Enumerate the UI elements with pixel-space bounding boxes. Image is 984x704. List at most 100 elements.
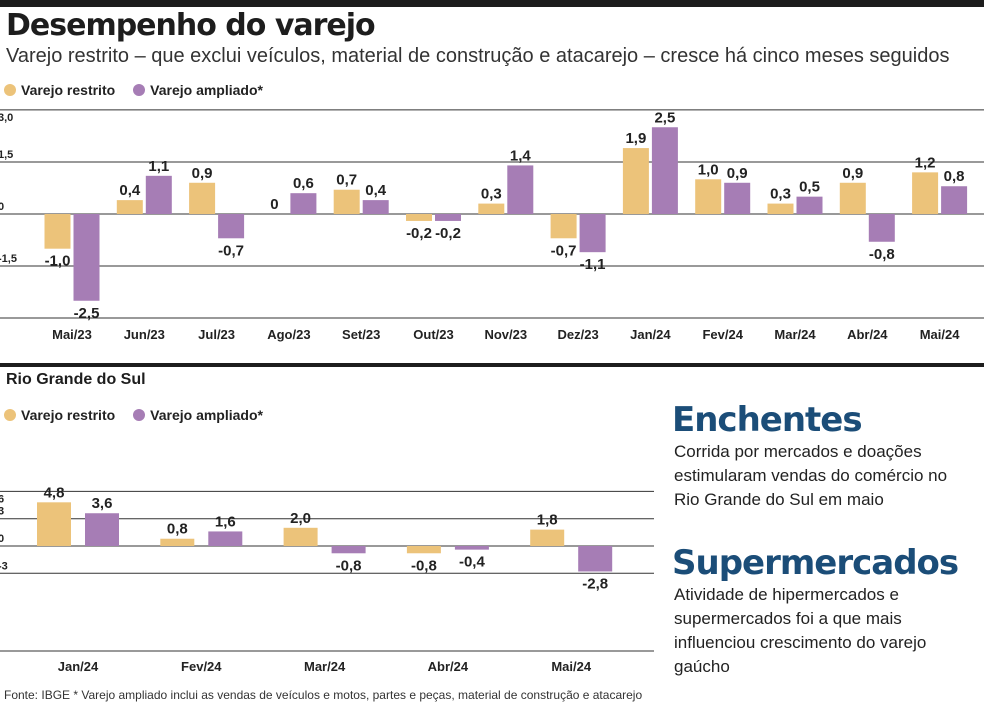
section-divider — [0, 363, 984, 367]
chart2-ytick-label: 0 — [0, 533, 4, 545]
chart1-data-label: -0,8 — [869, 246, 895, 263]
chart2-ytick-label: -3 — [0, 560, 8, 572]
chart1-bar-restrito — [44, 214, 71, 249]
chart2-data-label: 1,6 — [215, 513, 236, 530]
chart1-bar-restrito — [189, 182, 216, 214]
chart1-bar-restrito — [116, 200, 143, 214]
chart1-bar-ampliado — [651, 127, 678, 214]
chart2-bar-ampliado — [331, 546, 366, 554]
legend-swatch-ampliado-rs — [133, 409, 146, 421]
chart1-bar-ampliado — [73, 214, 100, 301]
chart2-data-label: 4,8 — [44, 484, 65, 501]
chart1-data-label: -0,2 — [406, 225, 432, 242]
section2-title: Rio Grande do Sul — [6, 371, 146, 388]
chart1-bar-ampliado — [724, 182, 751, 214]
chart2-bar-ampliado — [208, 531, 243, 546]
chart2-data-label: -0,8 — [411, 557, 437, 574]
legend-item-restrito: Varejo restrito — [4, 82, 115, 98]
chart1-data-label: 2,5 — [654, 109, 675, 126]
chart2-data-label: -0,4 — [459, 554, 486, 571]
chart1-category-label: Ago/23 — [267, 327, 310, 342]
legend-swatch-ampliado — [133, 84, 146, 96]
chart1-bar-restrito — [912, 172, 939, 214]
chart1-category-label: Out/23 — [413, 327, 453, 342]
chart1-bar-restrito — [695, 179, 722, 214]
chart2-bar-restrito — [283, 527, 318, 546]
chart2-bar-ampliado — [85, 513, 119, 546]
chart1-bar-ampliado — [435, 214, 461, 221]
chart1-data-label: 1,0 — [698, 161, 719, 178]
legend-label-restrito-rs: Varejo restrito — [21, 407, 116, 423]
chart-national: 3,0 1,5 0 -1,5 -1,0 -2,5 Mai/23 0,4 1,1 Jun/23 0,9… — [0, 109, 984, 342]
chart2-ytick-label: 6 — [0, 493, 4, 505]
chart2-category-label: Jan/24 — [58, 659, 99, 674]
legend-swatch-restrito-rs — [4, 409, 16, 421]
chart1-bar-restrito — [478, 203, 505, 214]
chart1-bar-ampliado — [507, 165, 534, 214]
chart1-ytick-label: 0 — [0, 201, 4, 213]
chart1-category-label: Fev/24 — [702, 327, 743, 342]
chart1-category-label: Nov/23 — [484, 327, 527, 342]
chart1-data-label: 0,4 — [365, 182, 387, 199]
chart2-bar-restrito — [530, 529, 565, 546]
chart2-category-label: Mar/24 — [304, 659, 346, 674]
chart1-data-label: -1,0 — [45, 253, 71, 270]
chart1-category-label: Abr/24 — [847, 327, 888, 342]
chart1-bar-restrito — [767, 203, 794, 214]
chart1-bar-restrito — [550, 214, 577, 239]
chart1-bar-ampliado — [145, 175, 172, 214]
chart1-data-label: -1,1 — [580, 256, 606, 273]
chart1-data-label: -0,2 — [435, 225, 461, 242]
chart2-category-label: Mai/24 — [551, 659, 592, 674]
chart1-data-label: 0,9 — [842, 165, 863, 182]
chart2-data-label: 2,0 — [290, 510, 311, 527]
aside-heading-supermercados: Supermercados — [672, 543, 959, 583]
chart2-category-label: Fev/24 — [181, 659, 222, 674]
chart1-data-label: 0,3 — [770, 186, 791, 203]
chart1-bar-ampliado — [362, 200, 389, 214]
chart1-bar-restrito — [406, 214, 432, 221]
aside-text-supermercados: Atividade de hipermercados e supermercad… — [674, 585, 927, 676]
chart1-data-label: -0,7 — [218, 242, 244, 259]
chart2-data-label: -2,8 — [582, 575, 608, 592]
chart1-data-label: 1,1 — [148, 158, 169, 175]
chart1-category-label: Dez/23 — [557, 327, 598, 342]
chart2-data-label: 0,8 — [167, 521, 188, 538]
chart1-bar-restrito — [622, 148, 649, 214]
chart1-category-label: Jul/23 — [198, 327, 235, 342]
chart1-category-label: Set/23 — [342, 327, 380, 342]
chart1-bar-ampliado — [579, 214, 606, 253]
aside-text-enchentes: Corrida por mercados e doações estimular… — [674, 442, 948, 509]
chart1-category-label: Jun/23 — [124, 327, 165, 342]
chart1-data-label: 1,9 — [625, 130, 646, 147]
chart1-data-label: 0,6 — [293, 175, 314, 192]
chart1-data-label: 0,4 — [119, 182, 141, 199]
legend-top: Varejo restrito Varejo ampliado* — [4, 82, 281, 98]
chart2-bar-ampliado — [454, 546, 489, 550]
chart1-category-label: Mai/24 — [920, 327, 961, 342]
chart1-data-label: 0,7 — [336, 172, 357, 189]
page-subtitle: Varejo restrito – que exclui veículos, m… — [6, 45, 950, 67]
chart1-data-label: 0,8 — [944, 168, 965, 185]
chart1-bar-ampliado — [218, 214, 245, 239]
legend-label-ampliado: Varejo ampliado* — [150, 82, 263, 98]
chart1-bar-restrito — [333, 189, 360, 214]
chart1-data-label: 0,5 — [799, 179, 820, 196]
chart1-ytick-label: 3,0 — [0, 112, 13, 124]
chart1-data-label: 0,9 — [727, 165, 748, 182]
chart1-bar-restrito — [839, 182, 866, 214]
chart2-bar-restrito — [406, 546, 441, 554]
chart1-bar-ampliado — [868, 214, 895, 242]
chart2-bar-ampliado — [578, 546, 613, 572]
chart1-data-label: 0 — [270, 196, 278, 213]
source-note: Fonte: IBGE * Varejo ampliado inclui as … — [4, 688, 643, 702]
chart1-category-label: Mai/23 — [52, 327, 92, 342]
chart1-bar-ampliado — [290, 193, 317, 214]
chart1-ytick-label: -1,5 — [0, 253, 17, 265]
chart1-data-label: 0,9 — [192, 165, 213, 182]
chart2-bar-restrito — [37, 502, 71, 546]
chart2-ytick-label: 3 — [0, 506, 4, 518]
chart1-data-label: 1,4 — [510, 147, 532, 164]
chart1-bar-ampliado — [941, 186, 968, 214]
chart1-ytick-label: 1,5 — [0, 149, 13, 161]
